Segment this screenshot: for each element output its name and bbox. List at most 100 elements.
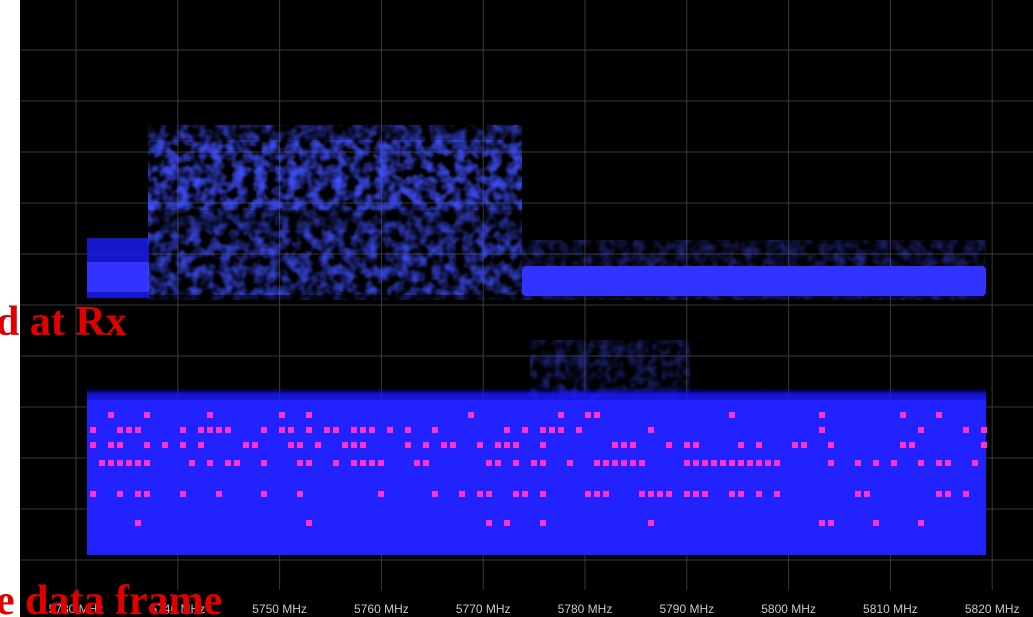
dot [630, 460, 636, 466]
dot [135, 491, 141, 497]
dot [729, 412, 735, 418]
dot [891, 460, 897, 466]
dot [225, 427, 231, 433]
dot [540, 460, 546, 466]
dot [126, 460, 132, 466]
dot [306, 412, 312, 418]
dot [198, 442, 204, 448]
dot [216, 491, 222, 497]
dot [900, 442, 906, 448]
wide-signal-top [148, 140, 522, 210]
dot [936, 460, 942, 466]
dot [594, 412, 600, 418]
dot [963, 491, 969, 497]
signal-band-core [87, 262, 149, 292]
dot [747, 460, 753, 466]
dot [351, 460, 357, 466]
dot [522, 491, 528, 497]
dot [486, 460, 492, 466]
dot [828, 520, 834, 526]
dot [513, 442, 519, 448]
dot [729, 491, 735, 497]
x-tick-label: 5790 MHz [659, 602, 714, 616]
dot [117, 460, 123, 466]
dot [90, 491, 96, 497]
dot [288, 442, 294, 448]
dot [450, 442, 456, 448]
dot [720, 460, 726, 466]
dot [648, 427, 654, 433]
dot [369, 460, 375, 466]
dot [621, 442, 627, 448]
dot [540, 491, 546, 497]
dot [531, 460, 537, 466]
dot [504, 442, 510, 448]
dot [225, 460, 231, 466]
dot [243, 442, 249, 448]
dot [855, 460, 861, 466]
dot [306, 460, 312, 466]
dot [369, 427, 375, 433]
dot [819, 427, 825, 433]
dot [432, 427, 438, 433]
x-tick-label: 5800 MHz [761, 602, 816, 616]
dot [513, 460, 519, 466]
dot [945, 491, 951, 497]
x-tick-label: 5780 MHz [558, 602, 613, 616]
dot [918, 520, 924, 526]
dot [207, 427, 213, 433]
dot [819, 520, 825, 526]
dot [558, 427, 564, 433]
dot [567, 460, 573, 466]
dot [612, 442, 618, 448]
dot [252, 442, 258, 448]
x-tick-label: 5760 MHz [354, 602, 409, 616]
dot [468, 412, 474, 418]
dot [342, 442, 348, 448]
dot [666, 442, 672, 448]
wide-signal-low [148, 230, 522, 300]
dot [324, 427, 330, 433]
dot [945, 460, 951, 466]
dot [639, 460, 645, 466]
dot [900, 412, 906, 418]
dot [738, 491, 744, 497]
dot [495, 442, 501, 448]
dot [603, 460, 609, 466]
dot [594, 491, 600, 497]
dot [297, 460, 303, 466]
dot [108, 460, 114, 466]
dot [261, 491, 267, 497]
dot [639, 491, 645, 497]
dot [981, 442, 987, 448]
dot [99, 460, 105, 466]
dot [297, 442, 303, 448]
dot [117, 491, 123, 497]
dot [198, 427, 204, 433]
dot [189, 460, 195, 466]
dot [594, 460, 600, 466]
dot [693, 442, 699, 448]
dot [477, 442, 483, 448]
dot [738, 460, 744, 466]
dot [108, 442, 114, 448]
dot [864, 491, 870, 497]
dot [135, 460, 141, 466]
dot [819, 412, 825, 418]
dot [540, 442, 546, 448]
dot [477, 491, 483, 497]
dot [486, 491, 492, 497]
overlay-text: e data frame [0, 578, 222, 617]
dot [297, 491, 303, 497]
dot [648, 520, 654, 526]
dot [441, 442, 447, 448]
dot [828, 460, 834, 466]
dot [360, 442, 366, 448]
dot [684, 442, 690, 448]
dot [288, 427, 294, 433]
dot [405, 442, 411, 448]
dot [603, 491, 609, 497]
dot [684, 460, 690, 466]
dot [144, 460, 150, 466]
dot [144, 491, 150, 497]
